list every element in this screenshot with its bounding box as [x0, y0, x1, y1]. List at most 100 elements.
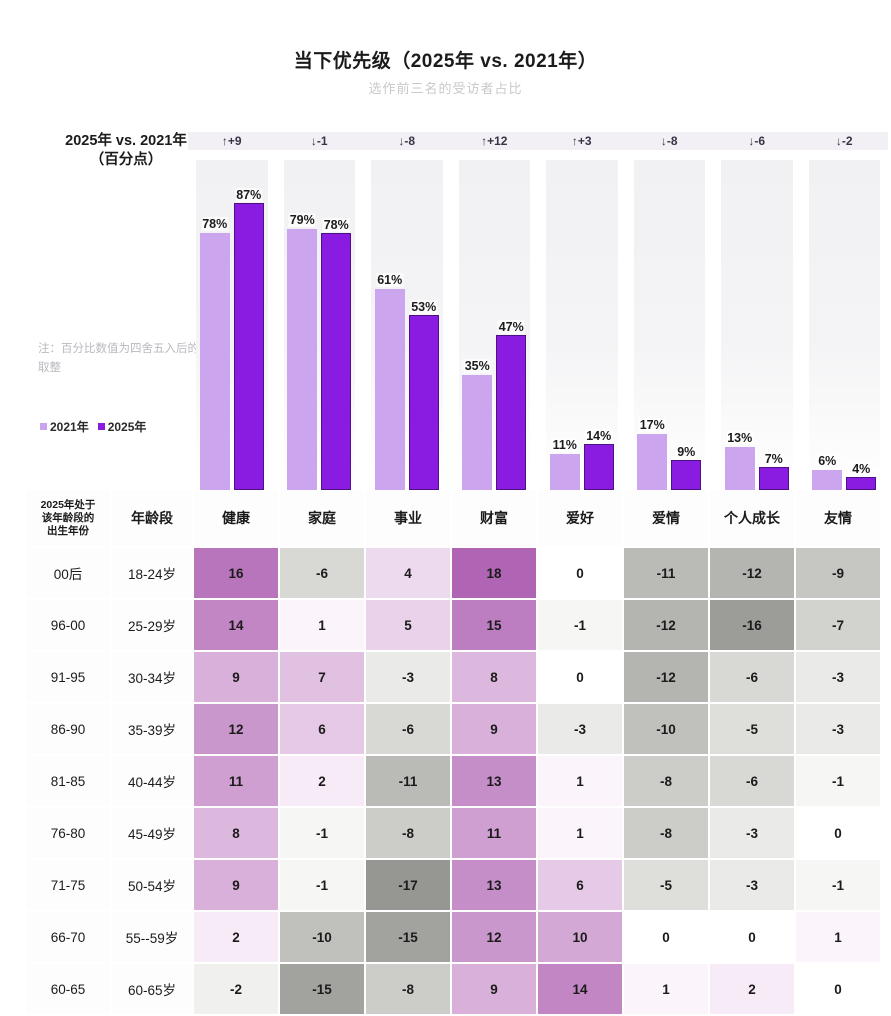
bar-value-label: 14% [585, 428, 613, 443]
cell-age-range: 18-24岁 [112, 548, 192, 598]
cell-delta-value: -12 [710, 548, 794, 598]
delta-label: ↓-8 [363, 132, 451, 150]
cell-delta-value: -12 [624, 600, 708, 650]
table-header-birth-year-line: 出生年份 [47, 524, 89, 537]
cell-delta-value: 0 [624, 912, 708, 962]
cell-delta-value: 15 [452, 600, 536, 650]
table-row: 76-80 45-49岁 8 -1 -8 11 1 -8 -3 0 [26, 808, 880, 858]
cell-delta-value: 1 [624, 964, 708, 1014]
cell-delta-value: -3 [538, 704, 622, 754]
cell-delta-value: -7 [796, 600, 880, 650]
table-row: 00后 18-24岁 16 -6 4 18 0 -11 -12 -9 [26, 548, 880, 598]
cell-delta-value: -9 [796, 548, 880, 598]
cell-birth-year: 86-90 [26, 704, 110, 754]
page-subtitle: 选作前三名的受访者占比 [368, 81, 523, 96]
chart-column: ↑+9 78% 87% [188, 130, 276, 490]
cell-delta-value: 1 [280, 600, 364, 650]
cell-delta-value: -3 [710, 860, 794, 910]
legend-swatch-icon-2025 [97, 423, 105, 430]
chart-column: ↓-8 61% 53% [363, 130, 451, 490]
bar-value-label: 7% [763, 451, 784, 466]
cell-delta-value: 13 [452, 860, 536, 910]
table-header-cell: 健康 [194, 490, 278, 546]
bar-2021: 35% [462, 358, 493, 490]
cell-birth-year: 96-00 [26, 600, 110, 650]
table-row: 71-75 50-54岁 9 -1 -17 13 6 -5 -3 -1 [26, 860, 880, 910]
legend-item-2025: 2025年 [97, 418, 146, 435]
cell-birth-year: 71-75 [26, 860, 110, 910]
bar-group: 35% 47% [451, 160, 539, 490]
legend-label-2021: 2021年 [50, 420, 89, 434]
cell-delta-value: 14 [538, 964, 622, 1014]
cell-delta-value: -8 [624, 808, 708, 858]
cell-delta-value: 11 [452, 808, 536, 858]
bar-2021: 17% [637, 417, 668, 490]
cell-age-range: 60-65岁 [112, 964, 192, 1014]
chart-column: ↓-2 6% 4% [800, 130, 888, 490]
table-header-birth-year: 2025年处于 该年龄段的 出生年份 [26, 490, 110, 546]
page-title: 当下优先级（2025年 vs. 2021年） [293, 51, 598, 72]
chart-legend: 2021年 2025年 [40, 418, 146, 435]
cell-delta-value: 1 [796, 912, 880, 962]
bar-2025: 14% [583, 428, 614, 490]
cell-delta-value: -1 [796, 756, 880, 806]
cell-birth-year: 91-95 [26, 652, 110, 702]
cell-age-range: 45-49岁 [112, 808, 192, 858]
cell-delta-value: -10 [624, 704, 708, 754]
cell-delta-value: -5 [624, 860, 708, 910]
bar-2025: 7% [758, 451, 789, 490]
cell-delta-value: 6 [538, 860, 622, 910]
table-header-cell: 年龄段 [112, 490, 192, 546]
cell-delta-value: -10 [280, 912, 364, 962]
cell-delta-value: 0 [796, 808, 880, 858]
cell-age-range: 40-44岁 [112, 756, 192, 806]
bar-2025: 53% [408, 300, 439, 490]
cell-delta-value: 7 [280, 652, 364, 702]
table-header-row: 2025年处于 该年龄段的 出生年份 年龄段 健康 家庭 事业 财富 爱好 爱情 个人成长 友情 [26, 490, 880, 546]
cell-delta-value: 2 [194, 912, 278, 962]
cell-delta-value: -1 [796, 860, 880, 910]
bar-group: 78% 87% [188, 160, 276, 490]
delta-label: ↑+12 [450, 132, 538, 150]
table-row: 86-90 35-39岁 12 6 -6 9 -3 -10 -5 -3 [26, 704, 880, 754]
table-row: 60-65 60-65岁 -2 -15 -8 9 14 1 2 0 [26, 964, 880, 1014]
table-header-cell: 个人成长 [710, 490, 794, 546]
table-header-birth-year-line: 该年龄段的 [41, 511, 95, 524]
grouped-bar-chart: ↑+9 78% 87% ↓-1 79% 78% ↓-8 61% 53% ↑+12 35% 47% ↑+3… [188, 130, 888, 490]
table-head: 2025年处于 该年龄段的 出生年份 年龄段 健康 家庭 事业 财富 爱好 爱情 个人成长 友情 [26, 490, 880, 546]
chart-column: ↓-8 17% 9% [625, 130, 713, 490]
table-header-birth-year-line: 2025年处于 [40, 498, 96, 511]
cell-delta-value: -3 [796, 704, 880, 754]
cell-birth-year: 00后 [26, 548, 110, 598]
axis-label: 2025年 vs. 2021年 （百分点） [46, 132, 206, 170]
chart-column-band [808, 160, 880, 490]
cell-age-range: 30-34岁 [112, 652, 192, 702]
cell-delta-value: -3 [366, 652, 450, 702]
bar-value-label: 78% [201, 216, 229, 231]
cell-delta-value: -6 [710, 756, 794, 806]
cell-birth-year: 66-70 [26, 912, 110, 962]
bar-2025: 47% [496, 319, 527, 490]
cell-delta-value: 1 [538, 808, 622, 858]
cell-delta-value: -6 [710, 652, 794, 702]
cell-delta-value: 9 [452, 704, 536, 754]
infographic-root: 当下优先级（2025年 vs. 2021年） 选作前三名的受访者占比 2025年… [26, 51, 888, 1014]
bar-2021: 11% [549, 437, 580, 490]
cell-delta-value: -5 [710, 704, 794, 754]
cell-age-range: 35-39岁 [112, 704, 192, 754]
cell-delta-value: 4 [366, 548, 450, 598]
table-header-cell: 事业 [366, 490, 450, 546]
bar-value-label: 4% [851, 461, 872, 476]
delta-label: ↓-8 [625, 132, 713, 150]
cell-delta-value: 0 [538, 652, 622, 702]
cell-delta-value: -15 [280, 964, 364, 1014]
cell-delta-value: 9 [194, 652, 278, 702]
cell-delta-value: -12 [624, 652, 708, 702]
bar-value-label: 9% [676, 445, 697, 460]
bar-value-label: 79% [288, 213, 316, 228]
cell-delta-value: -3 [796, 652, 880, 702]
cell-delta-value: -11 [624, 548, 708, 598]
bar-2025: 9% [671, 445, 702, 490]
cell-delta-value: 8 [194, 808, 278, 858]
cell-delta-value: -17 [366, 860, 450, 910]
